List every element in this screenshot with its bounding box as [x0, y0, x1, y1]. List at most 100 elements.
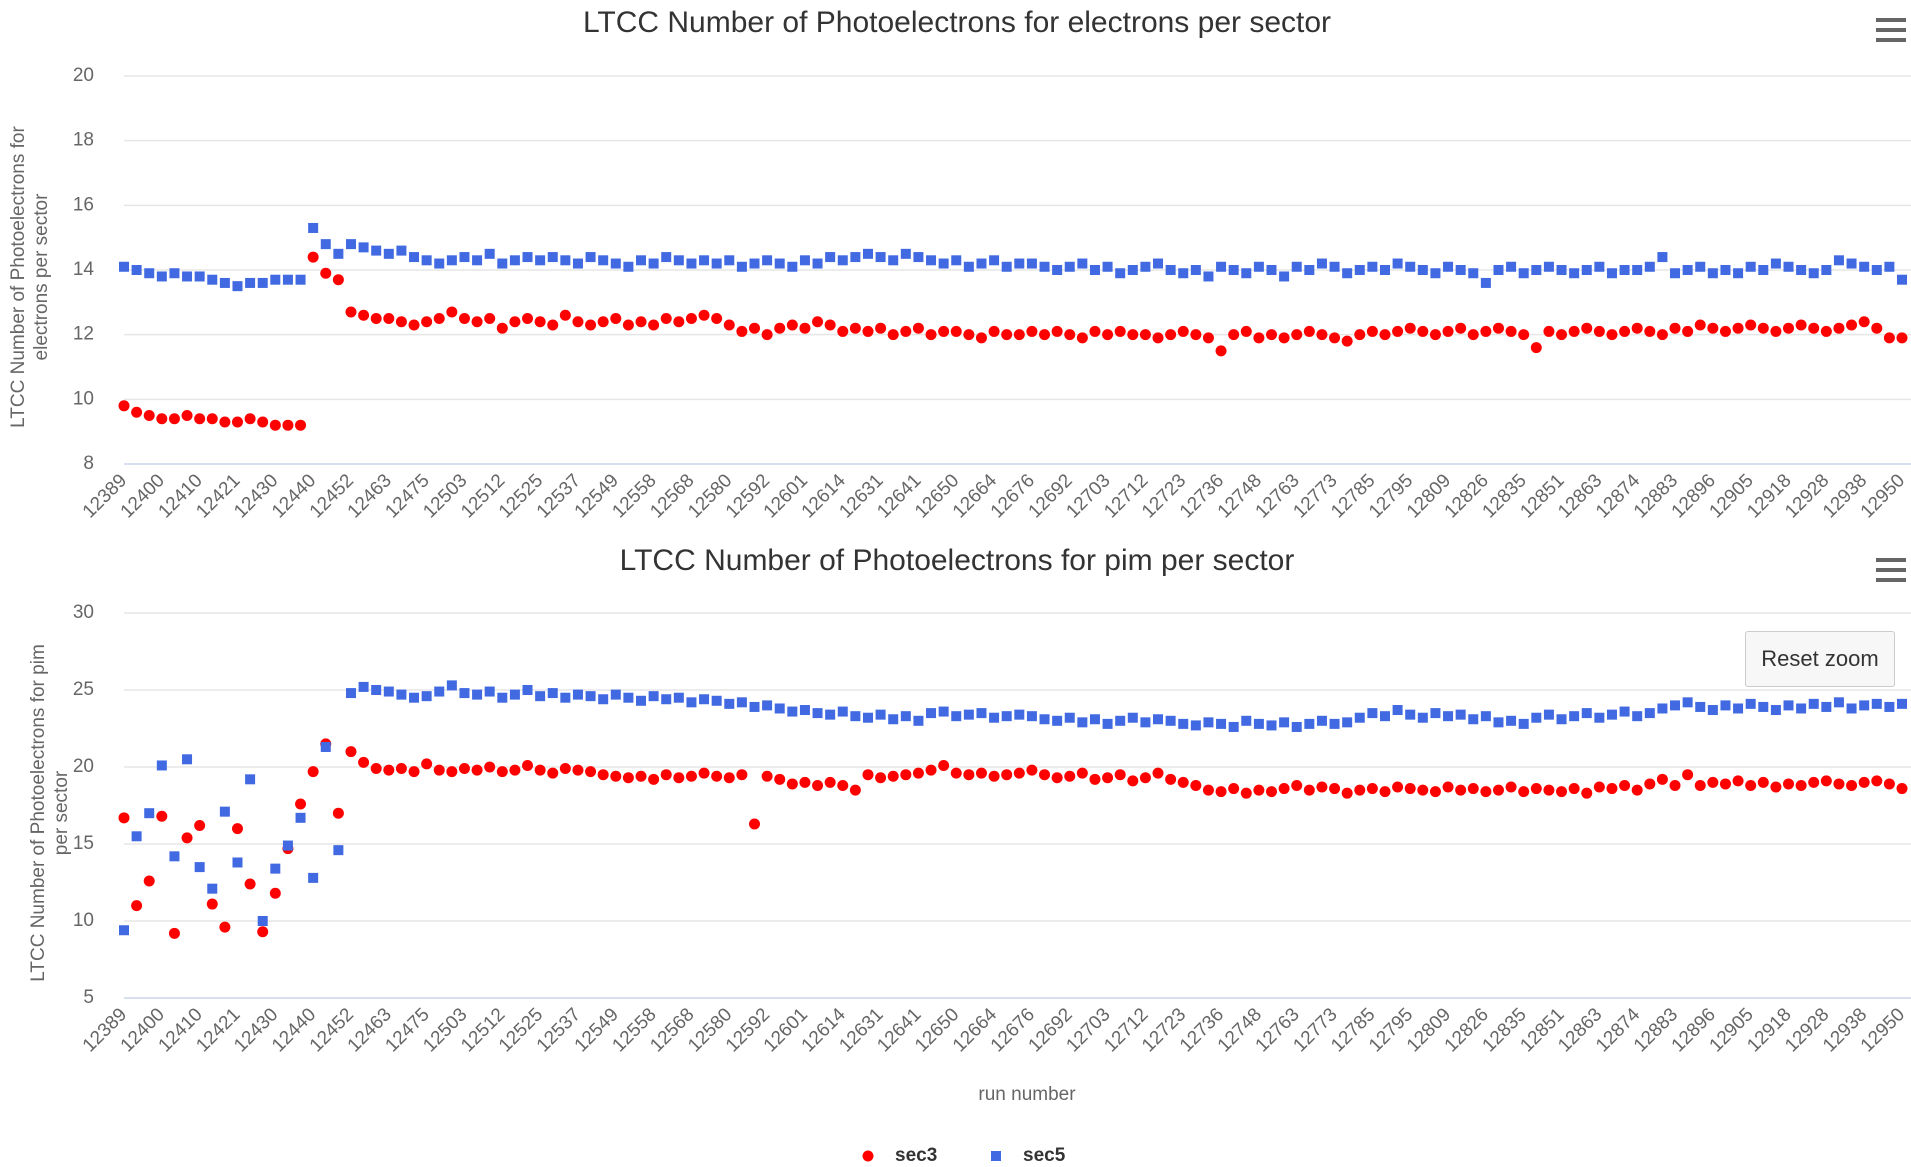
- point: [1757, 322, 1769, 334]
- point: [1064, 329, 1076, 341]
- point: [1657, 703, 1668, 714]
- point: [458, 313, 470, 324]
- point: [1871, 698, 1882, 709]
- chart-title: LTCC Number of Photoelectrons for pim pe…: [620, 544, 1295, 577]
- point: [989, 712, 1000, 723]
- point: [1443, 261, 1454, 272]
- point: [824, 319, 836, 331]
- y-tick-label: 8: [83, 453, 94, 474]
- point: [308, 872, 319, 883]
- point: [900, 711, 911, 722]
- point: [698, 309, 710, 321]
- point: [1657, 252, 1668, 263]
- point: [749, 258, 760, 269]
- point: [471, 764, 483, 776]
- point: [1467, 329, 1479, 341]
- point: [1745, 779, 1757, 791]
- point: [1165, 265, 1176, 275]
- point: [1568, 783, 1580, 795]
- point: [1543, 325, 1555, 337]
- y-tick-label: 16: [73, 194, 94, 215]
- point: [1808, 698, 1819, 709]
- point: [1556, 714, 1567, 725]
- reset-zoom-button[interactable]: Reset zoom: [1745, 631, 1895, 687]
- point: [434, 258, 445, 269]
- point: [1115, 715, 1126, 726]
- point: [231, 823, 243, 835]
- point: [434, 686, 445, 697]
- point: [345, 688, 356, 699]
- point: [1594, 712, 1605, 723]
- point: [1152, 332, 1164, 344]
- point: [409, 692, 420, 703]
- point: [1770, 325, 1782, 337]
- menu-icon[interactable]: [1876, 18, 1906, 42]
- point: [509, 316, 521, 328]
- point: [1694, 319, 1706, 331]
- point: [1026, 258, 1037, 269]
- point: [560, 255, 571, 266]
- point: [1392, 705, 1403, 716]
- point: [1896, 332, 1908, 344]
- point: [1216, 261, 1227, 272]
- x-tick-label: 12950: [1857, 470, 1909, 522]
- point: [332, 274, 344, 286]
- point: [1644, 778, 1656, 790]
- point: [1505, 325, 1517, 337]
- point: [421, 758, 433, 770]
- point: [1644, 325, 1656, 337]
- point: [1682, 697, 1693, 708]
- point: [1329, 332, 1341, 344]
- point: [975, 767, 987, 779]
- point: [1392, 781, 1404, 793]
- point: [1707, 705, 1718, 716]
- point: [1354, 784, 1366, 796]
- point: [421, 691, 432, 702]
- point: [509, 764, 521, 776]
- y-tick-label: 5: [83, 987, 94, 1008]
- point: [1884, 261, 1895, 272]
- point: [1316, 715, 1327, 726]
- point: [1354, 329, 1366, 341]
- point: [686, 697, 697, 708]
- legend-label[interactable]: sec3: [895, 1145, 937, 1166]
- point: [736, 261, 747, 272]
- point: [1846, 258, 1857, 269]
- point: [837, 255, 848, 266]
- point: [850, 711, 861, 722]
- point: [156, 271, 167, 282]
- point: [1858, 316, 1870, 328]
- point: [207, 274, 218, 285]
- point: [799, 322, 811, 334]
- point: [812, 316, 824, 328]
- point: [1581, 708, 1592, 719]
- point: [699, 255, 710, 266]
- point: [269, 887, 281, 899]
- point: [774, 703, 785, 714]
- point: [370, 763, 382, 775]
- point: [748, 322, 760, 334]
- point: [1316, 781, 1328, 793]
- legend-label[interactable]: sec5: [1023, 1145, 1066, 1166]
- point: [685, 770, 697, 782]
- point: [1366, 325, 1378, 337]
- point: [1506, 261, 1517, 272]
- point: [144, 808, 155, 819]
- point: [887, 770, 899, 782]
- point: [875, 709, 886, 720]
- point: [988, 770, 1000, 782]
- point: [1442, 781, 1454, 793]
- point: [181, 410, 193, 421]
- point: [711, 770, 723, 782]
- menu-icon[interactable]: [1876, 558, 1906, 582]
- point: [636, 695, 647, 706]
- point: [1379, 786, 1391, 798]
- point: [522, 313, 534, 324]
- point: [926, 255, 937, 266]
- point: [1089, 325, 1101, 337]
- point: [1228, 721, 1239, 732]
- y-axis-title: LTCC Number of Photoelectrons for electr…: [8, 126, 52, 428]
- point: [1796, 703, 1807, 714]
- point: [131, 406, 143, 418]
- point: [1795, 779, 1807, 791]
